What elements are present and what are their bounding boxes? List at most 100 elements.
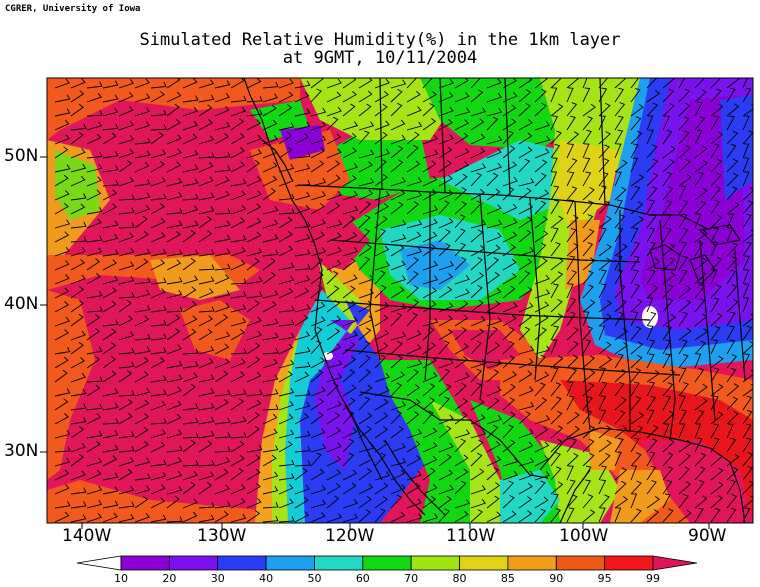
wind-barb <box>710 423 720 439</box>
wind-barb <box>582 452 595 467</box>
wind-barb <box>342 215 356 229</box>
wind-barb <box>262 161 278 173</box>
wind-barb <box>518 313 532 327</box>
wind-barb <box>166 119 181 131</box>
wind-barb <box>86 258 101 271</box>
wind-barb <box>134 357 149 369</box>
wind-barb <box>438 146 453 159</box>
wind-barb <box>54 511 70 523</box>
wind-barb <box>390 442 406 453</box>
wind-barb <box>310 247 327 257</box>
wind-barb <box>374 103 388 117</box>
wind-barb <box>246 149 262 159</box>
wind-barb <box>646 509 660 523</box>
wind-barb <box>310 107 327 117</box>
wind-barb <box>438 302 454 313</box>
wind-barb <box>678 494 689 509</box>
wind-barb <box>326 219 343 229</box>
wind-barb <box>518 401 535 411</box>
wind-barb <box>406 191 423 201</box>
wind-barb <box>278 359 295 369</box>
wind-barb <box>534 345 551 355</box>
wind-barb <box>150 471 167 481</box>
wind-barb <box>374 245 390 257</box>
wind-barb <box>438 368 451 383</box>
wind-barb <box>502 424 514 439</box>
wind-barb <box>262 234 279 243</box>
wind-barb <box>198 192 215 201</box>
wind-barb <box>230 358 246 369</box>
wind-barb <box>390 159 404 173</box>
wind-barb <box>742 383 753 397</box>
wind-barb <box>438 315 453 327</box>
wind-barb <box>310 386 326 397</box>
wind-barb <box>182 249 199 257</box>
wind-barb <box>310 357 325 369</box>
wind-barb <box>150 441 166 453</box>
wind-barb <box>246 411 260 425</box>
wind-barb <box>454 499 471 509</box>
wind-barb <box>726 466 739 481</box>
wind-barb <box>118 398 133 411</box>
wind-barb <box>438 484 454 495</box>
wind-barb <box>70 286 85 299</box>
wind-barb <box>246 134 262 145</box>
wind-barb <box>646 424 659 439</box>
wind-barb <box>550 157 558 173</box>
wind-barb <box>86 499 103 509</box>
wind-barb <box>518 302 534 313</box>
wind-barb <box>726 507 737 523</box>
wind-barb <box>598 171 609 187</box>
wind-barb <box>118 160 133 173</box>
wind-barb <box>406 90 421 103</box>
wind-barb <box>646 381 655 397</box>
wind-barb <box>630 425 644 439</box>
wind-barb <box>86 356 101 369</box>
wind-barb <box>422 160 437 173</box>
wind-barb <box>726 339 736 355</box>
axis-ticks <box>40 156 710 529</box>
wind-barb <box>86 151 103 159</box>
wind-barb <box>614 214 626 229</box>
wind-barb <box>438 106 454 117</box>
wind-barb <box>486 326 499 341</box>
wind-barb <box>294 445 311 453</box>
wind-barb <box>230 328 245 341</box>
wind-barb <box>166 134 182 145</box>
wind-barb <box>582 157 591 173</box>
wind-barb <box>742 229 753 243</box>
wind-barb <box>470 316 486 327</box>
wind-barb <box>294 133 310 145</box>
wind-barb <box>742 255 750 271</box>
wind-barb <box>246 159 260 173</box>
wind-barb <box>678 145 691 159</box>
wind-barb <box>390 312 403 327</box>
wind-barb <box>614 78 627 89</box>
wind-barb <box>694 437 703 453</box>
wind-barb <box>198 328 213 341</box>
wind-barb <box>438 243 451 257</box>
wind-barb <box>630 368 642 383</box>
wind-barb <box>454 356 469 369</box>
wind-barb <box>182 257 196 271</box>
wind-barb <box>326 160 341 173</box>
wind-barb <box>166 471 183 481</box>
wind-barb <box>502 130 514 145</box>
wind-barb <box>406 247 423 257</box>
wind-barb <box>694 257 708 271</box>
wind-barb <box>326 469 342 481</box>
wind-barb <box>470 188 485 201</box>
wind-barb <box>102 355 116 369</box>
wind-barb <box>134 387 151 397</box>
wind-barb <box>486 495 500 509</box>
wind-barb <box>470 439 484 453</box>
wind-barb <box>294 191 311 201</box>
wind-barb <box>422 326 435 341</box>
wind-barb <box>678 269 688 285</box>
wind-barb <box>310 398 325 411</box>
wind-barb <box>678 382 689 397</box>
wind-barb <box>614 115 624 131</box>
wind-barb <box>614 410 626 425</box>
wind-barb <box>54 119 70 131</box>
wind-barb <box>326 373 343 383</box>
